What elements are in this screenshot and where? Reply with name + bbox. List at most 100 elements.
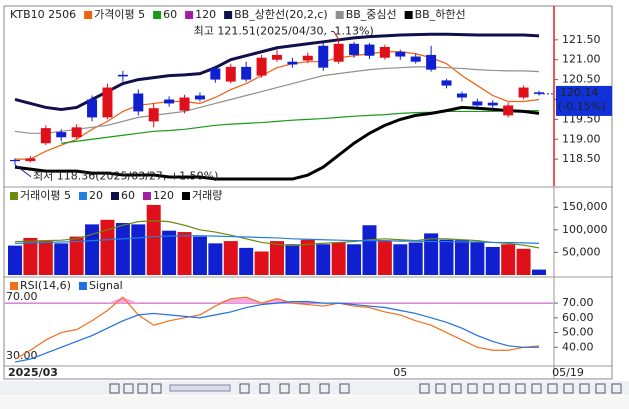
volume-bar (470, 242, 485, 275)
candle-body (349, 43, 360, 55)
toolbar-button[interactable] (319, 383, 330, 394)
candle-body (333, 43, 344, 62)
legend-swatch (224, 11, 233, 19)
volume-bar (516, 248, 531, 275)
toolbar-button[interactable] (611, 383, 622, 394)
volume-bar (85, 224, 100, 275)
toolbar-button[interactable] (515, 383, 526, 394)
volume-bar (501, 244, 516, 275)
legend-label: 가격이평 5 (94, 8, 145, 21)
toolbar-button[interactable] (123, 383, 134, 394)
candle-body (117, 74, 128, 77)
legend-label: BB_하한선 (415, 7, 466, 21)
candle-body (410, 56, 421, 62)
frame (3, 5, 613, 380)
candle-body (364, 44, 375, 56)
candle-body (210, 68, 221, 80)
legend-label: 120 (153, 189, 174, 202)
candle-body (179, 97, 190, 111)
line-series (14, 105, 540, 181)
legend-swatch (335, 11, 344, 19)
volume-bar (408, 242, 423, 275)
toolbar-button[interactable] (451, 383, 462, 394)
toolbar-button[interactable] (579, 383, 590, 394)
candle-body (472, 101, 483, 106)
candle-body (379, 46, 390, 58)
toolbar-button[interactable] (499, 383, 510, 394)
legend-label: 20 (89, 189, 103, 202)
candle-body (534, 92, 544, 94)
legend-swatch (10, 282, 18, 290)
toolbar-icons[interactable] (109, 383, 622, 394)
volume-bar (177, 232, 192, 275)
legend-label: 거래이평 5 (20, 189, 71, 202)
legend-swatch (153, 11, 162, 19)
line-series (14, 296, 540, 360)
volume-bar (8, 245, 22, 275)
candle-body (395, 51, 406, 57)
next-chart-strip (0, 396, 629, 409)
toolbar-button[interactable] (151, 383, 162, 394)
toolbar-button[interactable] (595, 383, 606, 394)
toolbar-button[interactable] (339, 383, 350, 394)
x-tick-label: 05 (393, 366, 407, 379)
toolbar-button[interactable] (109, 383, 120, 394)
line-series (14, 220, 540, 249)
line-series (14, 66, 540, 134)
annotation: 최저 118.36(2025/03/27, +1.50%) (33, 170, 218, 183)
toolbar-button[interactable] (435, 383, 446, 394)
volume-bar (254, 251, 269, 275)
legend-label: BB_중심선 (346, 8, 397, 21)
toolbar-button[interactable] (259, 383, 270, 394)
volume-bar (316, 244, 331, 275)
y-tick-label: 50.00 (562, 326, 594, 339)
toolbar-button[interactable] (299, 383, 310, 394)
volume-bar (239, 247, 254, 275)
toolbar-button[interactable] (483, 383, 494, 394)
toolbar-button[interactable] (547, 383, 558, 394)
toolbar-button[interactable] (137, 383, 148, 394)
y-tick-label: 121.50 (562, 33, 601, 46)
toolbar-button[interactable] (239, 383, 250, 394)
y-tick-label: 120.50 (562, 73, 601, 86)
toolbar-button[interactable] (467, 383, 478, 394)
legend-swatch (110, 192, 119, 200)
legend-label: 거래량 (192, 189, 222, 202)
x-tick-label: 2025/03 (8, 366, 58, 379)
candle-body (148, 108, 159, 122)
level-label: 70.00 (6, 290, 38, 303)
toolbar-button[interactable] (563, 383, 574, 394)
volume-bar (331, 242, 346, 275)
legend-label: BB_상한선(20,2,c) (234, 8, 328, 21)
volume-bar (23, 237, 38, 275)
legend-swatch (142, 192, 151, 200)
legend-label: Signal (89, 279, 123, 292)
volume-bar (439, 239, 454, 275)
candle-body (241, 66, 252, 80)
legend-swatch (404, 11, 413, 19)
volume-bar (54, 243, 69, 275)
volume-bar (208, 243, 223, 275)
last-change: (-0.15%) (558, 100, 606, 113)
candle-body (133, 93, 144, 112)
volume-bar (223, 241, 238, 275)
annotation-arrow (14, 164, 32, 178)
toolbar-button[interactable] (279, 383, 290, 394)
volume-bar (532, 269, 546, 275)
candle-body (56, 132, 67, 138)
legend-swatch (78, 192, 87, 200)
volume-bar (393, 244, 408, 275)
volume-bar (347, 244, 362, 275)
toolbar-button[interactable] (419, 383, 430, 394)
volume-bar (131, 224, 146, 275)
volume-bar (146, 204, 161, 275)
volume-bar (362, 225, 377, 275)
volume-bar (115, 223, 130, 275)
candle-body (487, 102, 498, 106)
toolbar-button[interactable] (531, 383, 542, 394)
volume-bar (424, 233, 439, 275)
candle-body (194, 95, 205, 100)
candle-body (87, 99, 98, 118)
